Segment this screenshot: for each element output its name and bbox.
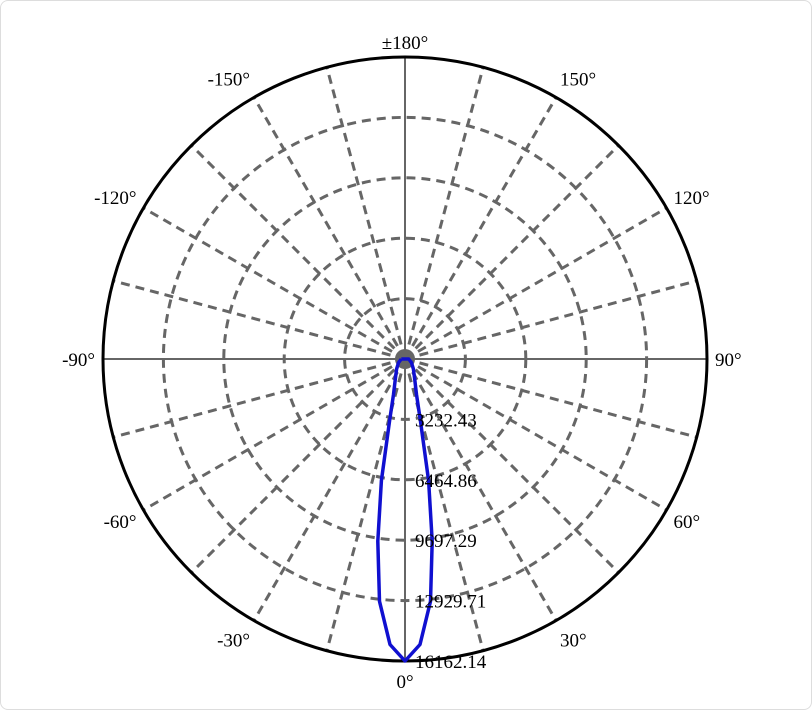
grid-spoke [404,357,668,512]
radial-tick-label: 16162.14 [415,652,487,673]
grid-spoke [142,206,406,361]
radial-tick-label: 12929.71 [415,592,486,613]
angle-label: -90° [62,350,95,371]
angle-label: ±180° [382,33,429,54]
angle-label: 90° [715,350,742,371]
grid-spoke [325,66,407,360]
grid-spoke [142,357,406,512]
grid-spoke [403,358,558,622]
angle-label: 0° [396,672,413,693]
grid-spoke [403,144,620,361]
grid-spoke [252,358,407,622]
grid-spoke [404,357,698,439]
radial-tick-label: 6464.86 [415,471,477,492]
series-line [376,357,434,663]
grid-spoke [403,66,485,360]
grid-spoke [112,279,406,361]
radial-tick-label: 3232.43 [415,410,477,431]
grid-spoke [190,144,407,361]
grid-spoke [403,357,620,574]
grid-spoke [404,279,698,361]
angle-label: 150° [560,69,596,90]
grid-spoke [190,357,407,574]
angle-label: 60° [673,512,700,533]
grid-spoke [252,96,407,360]
grid-spoke [404,206,668,361]
angle-label: -30° [217,631,250,652]
radial-tick-label: 9697.29 [415,531,477,552]
angle-label: -120° [94,188,136,209]
angle-label: 120° [673,188,709,209]
grid-spoke [112,357,406,439]
angle-label: 30° [560,631,587,652]
grid-spoke [403,96,558,360]
angle-label: -150° [208,69,250,90]
angle-label: -60° [104,512,137,533]
